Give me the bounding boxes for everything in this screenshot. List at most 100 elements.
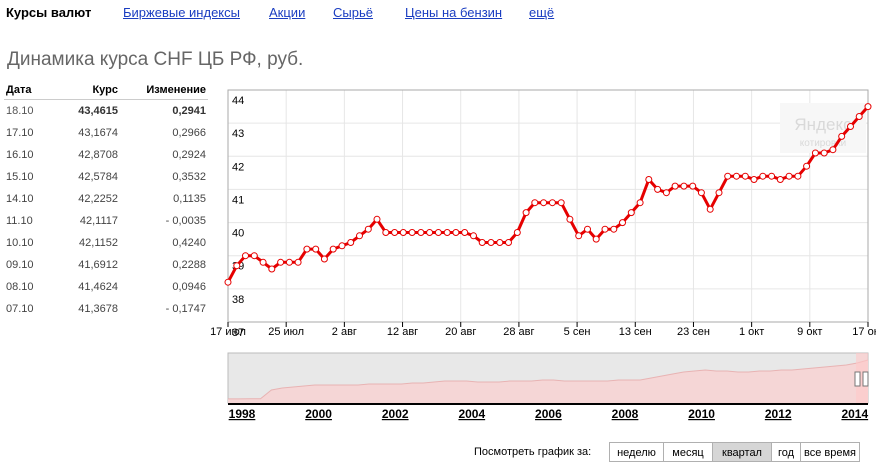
data-point (426, 229, 434, 236)
data-point (768, 172, 776, 180)
data-point (847, 123, 854, 130)
data-point (408, 229, 416, 236)
y-tick-label: 41 (232, 194, 244, 206)
overview-handle-left[interactable] (854, 371, 861, 387)
data-point (277, 258, 285, 266)
top-nav: Курсы валют Биржевые индексы Акции Сырьё… (0, 0, 876, 26)
table-row: 18.10 43,4615 0,2941 (4, 100, 208, 123)
data-point (329, 245, 337, 253)
overview-year-label: 2012 (765, 407, 792, 421)
data-point (680, 182, 688, 190)
data-point (610, 225, 618, 233)
nav-more[interactable]: ещё (529, 5, 555, 20)
row-date: 07.10 (6, 303, 34, 315)
data-point (233, 262, 241, 270)
nav-commodities[interactable]: Сырьё (333, 5, 373, 20)
row-rate: 41,6912 (78, 259, 118, 271)
period-quarter-button[interactable]: квартал (712, 442, 772, 462)
row-date: 16.10 (6, 149, 34, 161)
data-point (741, 172, 749, 180)
y-tick-label: 43 (232, 128, 244, 140)
overview-outline (228, 359, 869, 400)
row-rate: 41,4624 (78, 281, 118, 293)
chart-grid (227, 89, 869, 323)
data-point (759, 172, 767, 180)
data-point (697, 189, 705, 197)
x-tick-label: 2 авг (332, 326, 357, 338)
data-point (320, 255, 328, 263)
data-point (285, 258, 293, 266)
x-tick-label: 20 авг (445, 326, 476, 338)
row-rate: 41,3678 (78, 303, 118, 315)
data-point (645, 176, 653, 183)
y-tick-label: 38 (232, 294, 244, 306)
table-row: 07.10 41,3678 - 0,1747 (4, 298, 208, 320)
x-tick-label: 12 авг (387, 326, 418, 338)
row-rate: 43,1674 (78, 127, 118, 139)
x-tick-label: 5 сен (564, 326, 591, 338)
plot-frame (227, 89, 869, 323)
data-point (470, 232, 477, 240)
data-point (338, 242, 346, 250)
overview-year-label: 2002 (382, 407, 409, 421)
period-month-button[interactable]: месяц (663, 442, 713, 462)
data-point (715, 189, 723, 197)
y-tick-label: 37 (232, 327, 244, 339)
table-header-row: Дата Курс Изменение (4, 80, 208, 100)
row-rate: 42,1117 (79, 215, 118, 227)
data-point (259, 258, 267, 266)
nav-fuel-prices[interactable]: Цены на бензин (405, 5, 503, 20)
y-tick-label: 44 (232, 95, 244, 107)
overview-selection[interactable] (856, 353, 868, 403)
period-all-time-button[interactable]: все время (800, 442, 860, 462)
rates-table: Дата Курс Изменение 18.10 43,4615 0,2941 1… (4, 80, 208, 320)
nav-currency-rates[interactable]: Курсы валют (6, 5, 92, 20)
x-tick-label: 25 июл (268, 326, 304, 338)
data-point (785, 172, 793, 180)
overview-year-label: 1998 (229, 407, 256, 421)
data-point (443, 229, 451, 236)
overview-handle-right[interactable] (862, 371, 869, 387)
row-rate: 42,8708 (78, 149, 118, 161)
data-point (654, 185, 662, 193)
data-point (242, 252, 249, 260)
y-tick-labels: 3738394041424344 (232, 95, 244, 339)
x-tick-label: 17 июл (210, 326, 246, 338)
table-row: 09.10 41,6912 0,2288 (4, 254, 208, 276)
column-header-date: Дата (4, 80, 58, 100)
data-point (294, 258, 302, 266)
x-tick-label: 9 окт (797, 326, 822, 338)
data-point (364, 225, 372, 233)
overview-year-label: 2006 (535, 407, 562, 421)
nav-shares[interactable]: Акции (269, 5, 306, 20)
nav-stock-indices[interactable]: Биржевые индексы (123, 5, 240, 20)
row-rate: 43,4615 (78, 105, 118, 117)
data-point (522, 209, 530, 217)
data-point (303, 245, 311, 253)
data-point (601, 225, 609, 233)
data-point (584, 225, 591, 233)
period-year-button[interactable]: год (771, 442, 801, 462)
data-point (724, 172, 732, 180)
data-point (689, 182, 697, 190)
data-point (803, 162, 811, 170)
period-week-button[interactable]: неделю (609, 442, 664, 462)
row-change: - 0,1747 (165, 303, 206, 315)
x-tick-label: 1 окт (739, 326, 764, 338)
data-point (838, 132, 846, 140)
data-point (356, 232, 363, 240)
data-point (268, 265, 276, 273)
data-point (829, 146, 837, 154)
data-point (619, 219, 626, 227)
column-header-rate: Курс (58, 80, 118, 100)
row-change: 0,2966 (172, 127, 206, 139)
data-point (864, 103, 872, 111)
table-row: 17.10 43,1674 0,2966 (4, 122, 208, 144)
data-point (434, 229, 442, 236)
row-change: 0,1135 (173, 193, 206, 205)
data-point (347, 239, 355, 246)
overview-year-label: 2014 (841, 407, 868, 421)
data-point (794, 172, 802, 180)
x-tick-labels: 17 июл 25 июл 2 авг 12 авг 20 авг 28 авг 5 сен… (210, 322, 876, 338)
data-point (540, 199, 548, 207)
